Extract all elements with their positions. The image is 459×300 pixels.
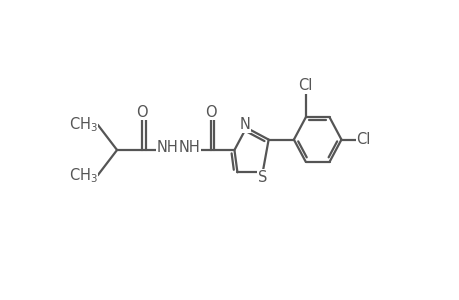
Text: CH$_3$: CH$_3$ (68, 116, 97, 134)
Text: Cl: Cl (298, 78, 312, 93)
Text: NH: NH (179, 140, 200, 154)
Text: N: N (239, 117, 250, 132)
Text: NH: NH (157, 140, 178, 154)
Text: O: O (204, 105, 216, 120)
Text: S: S (257, 170, 267, 185)
Text: CH$_3$: CH$_3$ (68, 166, 97, 184)
Text: Cl: Cl (356, 132, 370, 147)
Text: O: O (136, 105, 148, 120)
